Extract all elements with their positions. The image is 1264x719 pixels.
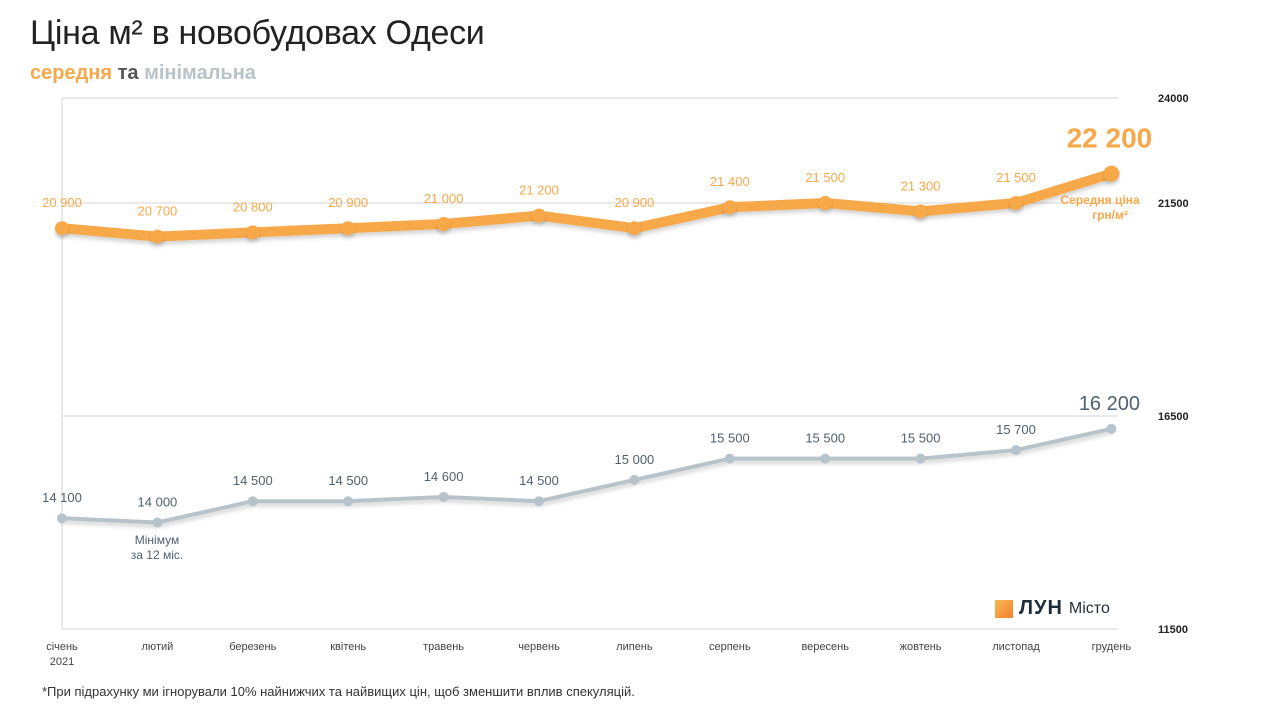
average-point [532,208,546,223]
minimum-data-label: 15 500 [710,431,750,446]
average-series-line [57,168,1117,242]
minimum-point [724,453,735,464]
minimum-data-label: 15 500 [901,431,941,446]
average-data-label: 21 300 [901,178,941,193]
minimum-point [534,496,544,507]
minimum-point [57,513,67,524]
average-point [913,204,928,219]
x-tick-label: грудень [1092,641,1132,653]
minimum-data-label: 15 500 [805,431,845,446]
chart-title: Ціна м² в новобудовах Одеси [30,14,485,52]
subtitle-average: середня [30,62,113,84]
minimum-data-label: 14 100 [42,490,82,505]
average-data-label: 21 500 [996,170,1036,185]
average-data-label: 20 900 [328,195,368,210]
average-point [1103,165,1120,182]
average-point [436,217,451,231]
minimum-data-label: 14 600 [424,469,464,484]
minimum-point [1011,445,1021,456]
y-tick-label: 21500 [1158,198,1189,210]
x-tick-sublabel: 2021 [50,656,74,668]
average-point [55,221,69,236]
minimum-data-label: 15 700 [996,422,1036,437]
minimum-point [438,491,449,502]
chart-subtitle: середня та мінімальна [30,62,256,85]
subtitle-minimum: мінімальна [144,62,256,84]
x-tick-label: листопад [992,641,1040,653]
x-tick-label: серпень [709,641,751,653]
average-point [341,221,356,236]
min-annotation-line2: за 12 міс. [131,548,183,562]
x-tick-label: травень [423,641,464,653]
average-data-label: 20 800 [233,199,273,214]
brand-name: ЛУН [1019,597,1063,619]
average-point [1009,196,1023,210]
avg-annotation-line2: грн/м² [1092,208,1128,222]
average-data-label: 21 400 [710,174,750,189]
x-tick-label: липень [616,641,653,653]
average-point [818,196,833,210]
average-data-label: 20 900 [615,195,655,210]
minimum-point [343,496,354,507]
avg-annotation-line1: Середня ціна [1060,193,1140,207]
minimum-data-label: 16 200 [1079,393,1140,415]
minimum-point [152,517,163,528]
minimum-point [247,496,258,507]
average-point [627,221,642,236]
average-data-label: 22 200 [1067,123,1153,154]
minimum-data-label: 14 500 [233,473,273,488]
x-tick-label: червень [518,641,560,653]
average-point [150,229,165,244]
minimum-point [629,474,640,485]
footnote: *При підрахунку ми ігнорували 10% найниж… [42,684,635,699]
x-tick-label: вересень [801,641,849,653]
minimum-data-label: 14 500 [328,473,368,488]
minimum-point [1106,423,1117,434]
x-tick-label: квітень [330,641,366,653]
brand-logo-icon [995,599,1013,618]
minimum-point [820,453,831,464]
y-tick-label: 24000 [1158,93,1189,105]
x-tick-label: січень [46,641,78,653]
min-annotation-line1: Мінімум [135,533,179,547]
average-data-label: 20 900 [42,195,82,210]
average-point [722,200,737,215]
minimum-data-label: 14 500 [519,473,559,488]
average-data-label: 20 700 [138,204,178,219]
y-tick-label: 16500 [1158,411,1189,423]
minimum-data-label: 14 000 [138,495,178,510]
x-tick-label: березень [229,641,276,653]
minimum-data-label: 15 000 [615,452,655,467]
brand-sub: Місто [1068,599,1110,617]
brand-logo: ЛУН Місто [995,597,1110,620]
average-point [245,225,260,240]
x-tick-label: лютий [142,641,174,653]
y-tick-label: 11500 [1158,624,1188,636]
subtitle-and: та [112,62,145,84]
average-data-label: 21 000 [424,191,464,206]
average-data-label: 21 500 [805,170,845,185]
x-tick-label: жовтень [900,641,942,653]
minimum-series-line [60,426,1114,525]
average-data-label: 21 200 [519,183,559,198]
minimum-point [915,453,926,464]
